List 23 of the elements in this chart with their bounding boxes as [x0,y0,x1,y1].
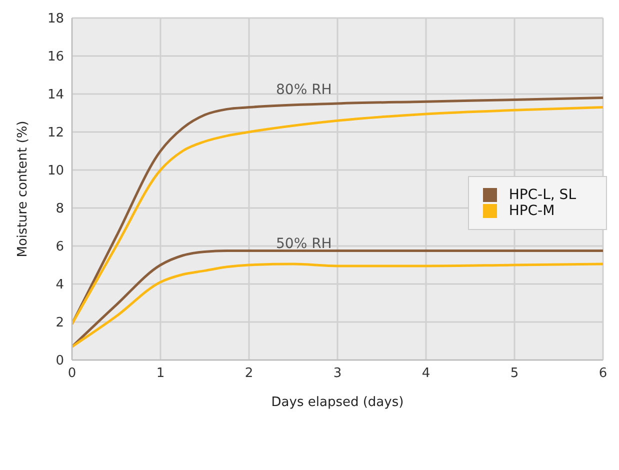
legend-label: HPC-L, SL [508,187,576,203]
y-tick-label: 6 [56,240,64,255]
y-tick-label: 10 [47,164,64,179]
y-tick-label: 2 [56,316,64,331]
x-tick-label: 4 [422,366,430,382]
x-tick-label: 3 [333,366,342,382]
y-tick-label: 12 [47,126,64,141]
y-tick-label: 0 [56,354,64,369]
x-tick-label: 1 [156,366,165,382]
x-tick-label: 0 [68,366,76,382]
y-tick-label: 14 [47,88,64,103]
x-tick-label: 6 [598,366,608,382]
y-tick-label: 18 [47,12,64,27]
annotation: 80% RH [276,82,332,98]
y-axis-title: Moisture content (%) [16,120,31,258]
x-axis-title: Days elapsed (days) [271,395,404,410]
y-tick-label: 4 [56,278,64,293]
x-tick-label: 2 [244,366,254,382]
legend-label: HPC-M [508,203,555,219]
y-tick-label: 8 [56,202,64,217]
y-tick-label: 16 [47,50,64,65]
x-tick-label: 5 [510,366,519,382]
annotation: 50% RH [276,236,332,252]
